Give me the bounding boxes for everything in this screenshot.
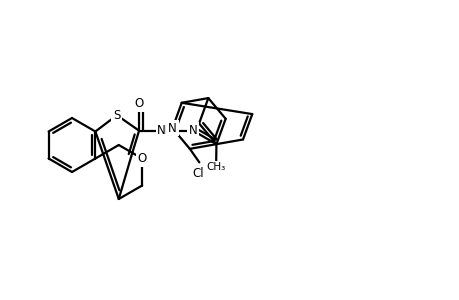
- Text: CH₃: CH₃: [206, 162, 225, 172]
- Text: S: S: [113, 109, 120, 122]
- Text: N: N: [188, 124, 197, 137]
- Text: O: O: [134, 97, 143, 110]
- Text: NH: NH: [157, 124, 174, 137]
- Text: Cl: Cl: [192, 167, 203, 180]
- Text: O: O: [137, 152, 146, 165]
- Text: N: N: [168, 122, 177, 135]
